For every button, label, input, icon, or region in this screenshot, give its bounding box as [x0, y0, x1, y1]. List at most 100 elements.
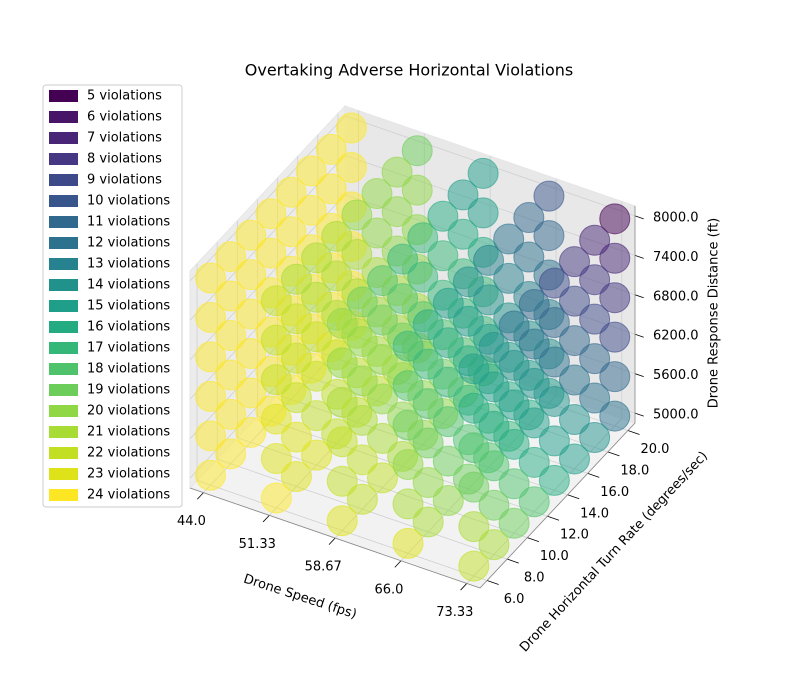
- tick-mark: [394, 560, 402, 568]
- tick-mark: [196, 492, 204, 500]
- data-point: [326, 426, 358, 458]
- legend-label: 7 violations: [87, 131, 162, 146]
- data-point: [260, 285, 292, 317]
- axis-line: [189, 487, 481, 589]
- data-point: [599, 282, 631, 314]
- data-point: [599, 203, 631, 235]
- y-tick-label: 6.0: [504, 592, 525, 607]
- tick-mark: [627, 430, 640, 435]
- data-point: [473, 284, 505, 316]
- tick-mark: [328, 537, 336, 545]
- data-point: [458, 432, 490, 464]
- data-point: [458, 471, 490, 503]
- data-point: [195, 262, 227, 294]
- data-point: [195, 301, 227, 333]
- data-point: [538, 267, 570, 299]
- legend-box: [42, 84, 183, 508]
- data-point: [235, 259, 267, 291]
- data-point: [498, 428, 530, 460]
- data-point: [215, 319, 247, 351]
- y-tick-label: 20.0: [640, 442, 669, 457]
- data-point: [341, 238, 373, 270]
- data-point: [260, 482, 292, 514]
- data-point: [467, 197, 499, 229]
- data-point: [579, 382, 611, 414]
- data-point: [346, 365, 378, 397]
- data-point: [255, 237, 287, 269]
- data-point: [498, 349, 530, 381]
- data-point: [513, 202, 545, 234]
- data-point: [366, 383, 398, 415]
- data-point: [361, 217, 393, 249]
- data-point: [301, 281, 333, 313]
- legend-label: 8 violations: [87, 152, 162, 167]
- tick-mark: [587, 472, 600, 478]
- legend-swatch: [49, 426, 78, 438]
- data-point: [558, 364, 590, 396]
- data-point: [392, 409, 424, 441]
- chart-title: Overtaking Adverse Horizontal Violations: [245, 61, 573, 80]
- legend-label: 16 violations: [87, 320, 170, 335]
- data-point: [478, 489, 510, 521]
- data-point: [558, 325, 590, 357]
- data-point: [392, 370, 424, 402]
- data-point: [280, 382, 312, 414]
- data-point: [412, 388, 444, 420]
- data-point: [432, 406, 464, 438]
- data-point: [412, 506, 444, 538]
- tick-mark: [634, 215, 644, 220]
- data-point: [498, 310, 530, 342]
- data-point: [346, 286, 378, 318]
- legend-swatch: [49, 216, 78, 228]
- data-point: [518, 446, 550, 478]
- data-point: [366, 304, 398, 336]
- data-point: [498, 389, 530, 421]
- legend-label: 5 violations: [87, 89, 162, 104]
- data-point: [599, 400, 631, 432]
- data-point: [447, 218, 479, 250]
- data-point: [215, 280, 247, 312]
- legend-label: 22 violations: [87, 446, 170, 461]
- axis-line: [479, 422, 636, 589]
- tick-mark: [634, 294, 644, 299]
- data-point: [478, 529, 510, 561]
- data-point: [215, 398, 247, 430]
- data-point: [260, 324, 292, 356]
- data-point: [235, 298, 267, 330]
- legend-swatch: [49, 447, 78, 459]
- data-point: [458, 511, 490, 543]
- y-tick-label: 18.0: [620, 463, 649, 478]
- legend-swatch: [49, 90, 78, 102]
- x-tick-label: 66.0: [375, 582, 404, 597]
- data-point: [599, 361, 631, 393]
- data-point: [538, 425, 570, 457]
- tick-mark: [527, 537, 540, 543]
- data-point: [280, 263, 312, 295]
- tick-mark: [634, 254, 644, 259]
- legend-label: 19 violations: [87, 383, 170, 398]
- legend-label: 10 violations: [87, 194, 170, 209]
- legend-label: 9 violations: [87, 173, 162, 188]
- data-point: [401, 135, 433, 167]
- data-point: [458, 392, 490, 424]
- legend-label: 13 violations: [87, 257, 170, 272]
- z-tick-label: 8000.0: [653, 210, 699, 225]
- data-point: [392, 527, 424, 559]
- data-point: [458, 353, 490, 385]
- data-point: [447, 179, 479, 211]
- data-point: [215, 241, 247, 273]
- data-point: [260, 364, 292, 396]
- legend-label: 6 violations: [87, 110, 162, 125]
- data-point: [366, 462, 398, 494]
- data-point: [401, 174, 433, 206]
- legend-swatch: [49, 321, 78, 333]
- data-point: [341, 199, 373, 231]
- data-point: [452, 266, 484, 298]
- legend-label: 14 violations: [87, 278, 170, 293]
- data-point: [392, 448, 424, 480]
- y-tick-label: 10.0: [540, 549, 569, 564]
- x-axis-label: Drone Speed (fps): [242, 572, 359, 623]
- data-point: [493, 223, 525, 255]
- data-point: [513, 241, 545, 273]
- legend-swatch: [49, 468, 78, 480]
